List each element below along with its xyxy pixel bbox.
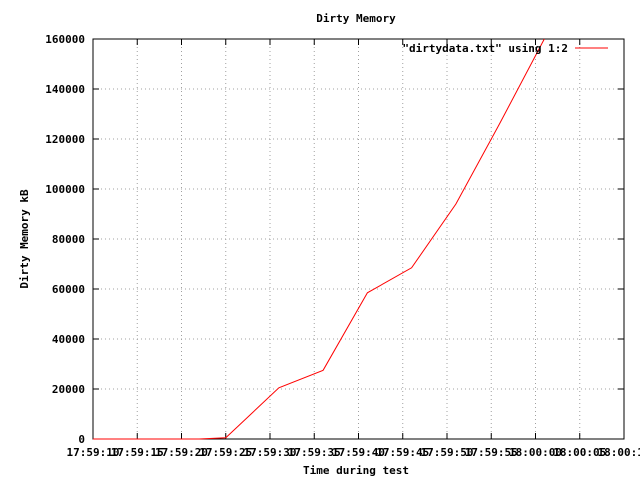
y-tick-label: 140000	[45, 83, 85, 96]
x-tick-label: 17:59:40	[332, 446, 385, 459]
grid	[93, 39, 624, 439]
y-tick-label: 20000	[52, 383, 85, 396]
x-tick-label: 17:59:25	[199, 446, 252, 459]
x-tick-label: 17:59:55	[465, 446, 518, 459]
axis-ticks: 0 20000 40000 60000 80000 100000 120000 140000 1…	[45, 33, 640, 459]
legend: "dirtydata.txt" using 1:2	[402, 42, 608, 55]
chart-title: Dirty Memory	[316, 12, 396, 25]
y-tick-label: 100000	[45, 183, 85, 196]
series-line	[93, 38, 545, 440]
x-tick-label: 17:59:45	[376, 446, 429, 459]
legend-label: "dirtydata.txt" using 1:2	[402, 42, 568, 55]
series-group	[93, 38, 545, 440]
x-tick-label: 18:00:05	[553, 446, 606, 459]
y-axis-label: Dirty Memory kB	[18, 189, 31, 289]
y-tick-label: 120000	[45, 133, 85, 146]
y-tick-label: 160000	[45, 33, 85, 46]
y-tick-label: 0	[78, 433, 85, 446]
x-tick-label: 17:59:10	[67, 446, 120, 459]
y-tick-label: 80000	[52, 233, 85, 246]
x-tick-label: 17:59:35	[288, 446, 341, 459]
y-tick-label: 40000	[52, 333, 85, 346]
x-tick-label: 17:59:20	[155, 446, 208, 459]
x-axis-label: Time during test	[303, 464, 409, 477]
x-tick-label: 18:00:00	[509, 446, 562, 459]
x-tick-label: 17:59:30	[244, 446, 297, 459]
x-tick-label: 18:00:10	[598, 446, 640, 459]
x-tick-label: 17:59:50	[421, 446, 474, 459]
x-tick-label: 17:59:15	[111, 446, 164, 459]
y-tick-label: 60000	[52, 283, 85, 296]
